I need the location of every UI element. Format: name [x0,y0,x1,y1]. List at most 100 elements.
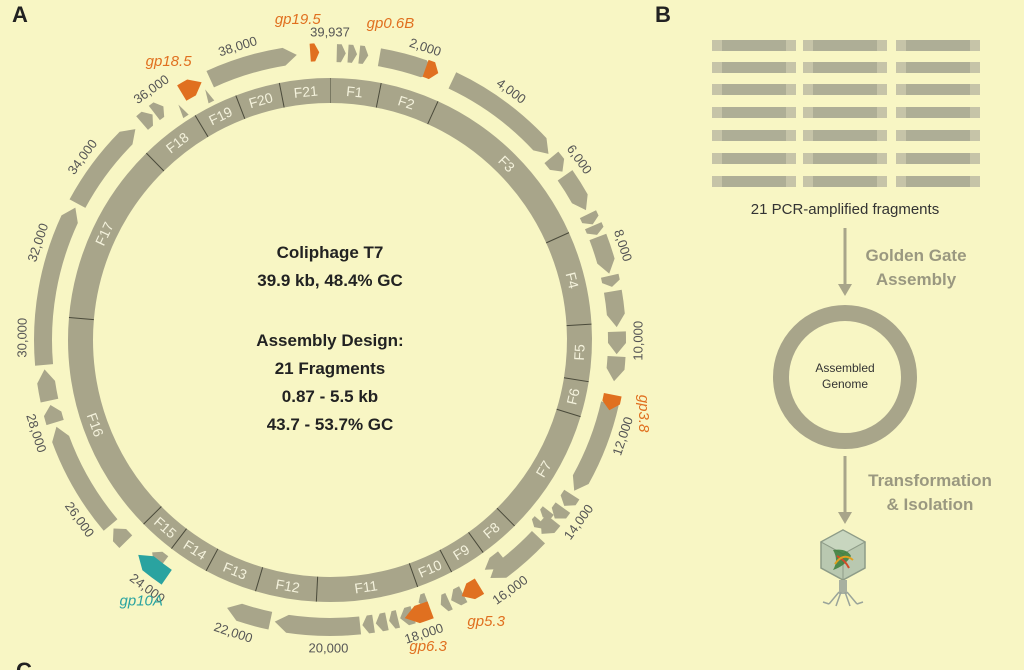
pcr-fragment [803,107,887,118]
panel-letter-c: C [16,658,32,670]
gene-arrow [607,331,627,355]
fragment-boundary [171,528,187,549]
pcr-fragment [896,84,980,95]
pcr-fragments [712,40,980,187]
fragment-label: F9 [450,541,472,563]
fragment-label: F6 [563,386,582,406]
genome-title: Coliphage T7 [277,243,384,262]
fragment-label: F21 [293,83,319,101]
fragment-segment [68,153,164,320]
size-range: 0.87 - 5.5 kb [282,387,378,406]
pcr-fragment-end [877,40,887,51]
gene-arrow [336,44,346,63]
pcr-fragment-end [712,40,722,51]
gene-arrow [377,48,436,78]
pcr-fragment [712,107,796,118]
gene-arrow [43,405,64,426]
pcr-fragment-end [803,84,813,95]
fragment-label: F5 [571,344,588,361]
pcr-fragment-end [877,176,887,187]
pcr-fragment-end [786,62,796,73]
pcr-fragment [896,176,980,187]
panel-letter-b: B [655,2,671,27]
pcr-fragment-end [877,84,887,95]
pcr-fragment-end [786,130,796,141]
fragment-count: 21 Fragments [275,359,386,378]
gene-arrow [389,610,401,629]
panel-letter-a: A [12,2,28,27]
fragment-ring: F1F2F3F4F5F6F7F8F9F10F11F12F13F14F15F16F… [68,78,592,602]
gene-arrow [579,210,599,225]
pcr-fragments-label: 21 PCR-amplified fragments [751,201,939,218]
gene-arrow [52,426,118,531]
gene-arrow [540,514,561,534]
fragment-boundary [375,82,382,108]
tick-label: 39,937 [310,25,350,40]
tick-label: 6,000 [564,142,595,177]
pcr-fragment [712,176,796,187]
design-heading: Assembly Design: [256,331,403,350]
highlighted-genes: gp0.6B gp3.8 gp5.3 gp6.3 gp10A gp18.5 gp19.5 [120,11,652,655]
pcr-fragment-end [970,176,980,187]
fragment-boundary [194,115,209,138]
fragment-segment [556,377,589,417]
highlight-gene-label: gp5.3 [467,613,505,630]
fragment-boundary [439,549,453,573]
pcr-fragment-end [786,84,796,95]
pcr-fragment-end [786,153,796,164]
fragment-boundary [468,531,484,553]
gene-arrow [557,170,588,211]
gene-arrow [358,45,369,64]
pcr-fragment [896,62,980,73]
genome-stats: 39.9 kb, 48.4% GC [257,271,403,290]
fragment-boundary [408,563,419,588]
pcr-fragment-end [803,40,813,51]
fragment-segment [427,101,569,243]
gene-arrow [136,111,154,130]
pcr-fragment-end [970,84,980,95]
pcr-fragment-end [970,153,980,164]
highlight-gene-label: gp3.8 [635,395,652,433]
pcr-fragment [803,153,887,164]
gene-arrow [560,489,580,506]
pcr-fragment-end [896,153,906,164]
pcr-fragment-end [803,153,813,164]
gene-arrow [589,233,615,274]
pcr-fragment-end [786,40,796,51]
gene-arrow [362,614,375,634]
pcr-fragment [803,84,887,95]
transformation-line1: Transformation [868,471,992,490]
gene-arrow [347,44,358,63]
highlight-gene-arrow [461,578,485,600]
golden-gate-line2: Assembly [876,270,957,289]
pcr-fragment-end [896,84,906,95]
fragment-boundary [427,101,439,125]
fragment-boundary [566,323,592,327]
fragment-segment [171,528,218,571]
fragment-label: F12 [275,576,302,596]
assembled-genome-ring [773,305,917,449]
fragment-segment [330,78,382,108]
highlight-gene-arrow [138,554,172,585]
fragment-boundary [255,567,264,592]
fragment-segment [206,548,263,592]
fragment-segment [316,563,418,602]
fragment-boundary [235,95,246,120]
golden-gate-line1: Golden Gate [865,246,966,265]
pcr-fragment-end [970,62,980,73]
fragment-label: F2 [396,92,417,112]
pcr-fragment [896,40,980,51]
gene-arrow [606,355,626,382]
fragment-segment [496,409,581,526]
highlight-gene-arrow [602,393,622,411]
pcr-fragment-end [970,130,980,141]
gene-arrow [600,273,620,287]
gene-arrow [440,592,453,612]
fragment-segment [146,115,209,171]
gene-arrow [603,289,625,328]
bacteriophage-icon [819,529,867,607]
pcr-fragment-end [970,107,980,118]
tick-label: 36,000 [131,72,172,107]
pcr-fragment-end [786,176,796,187]
fragment-segment [195,95,245,137]
